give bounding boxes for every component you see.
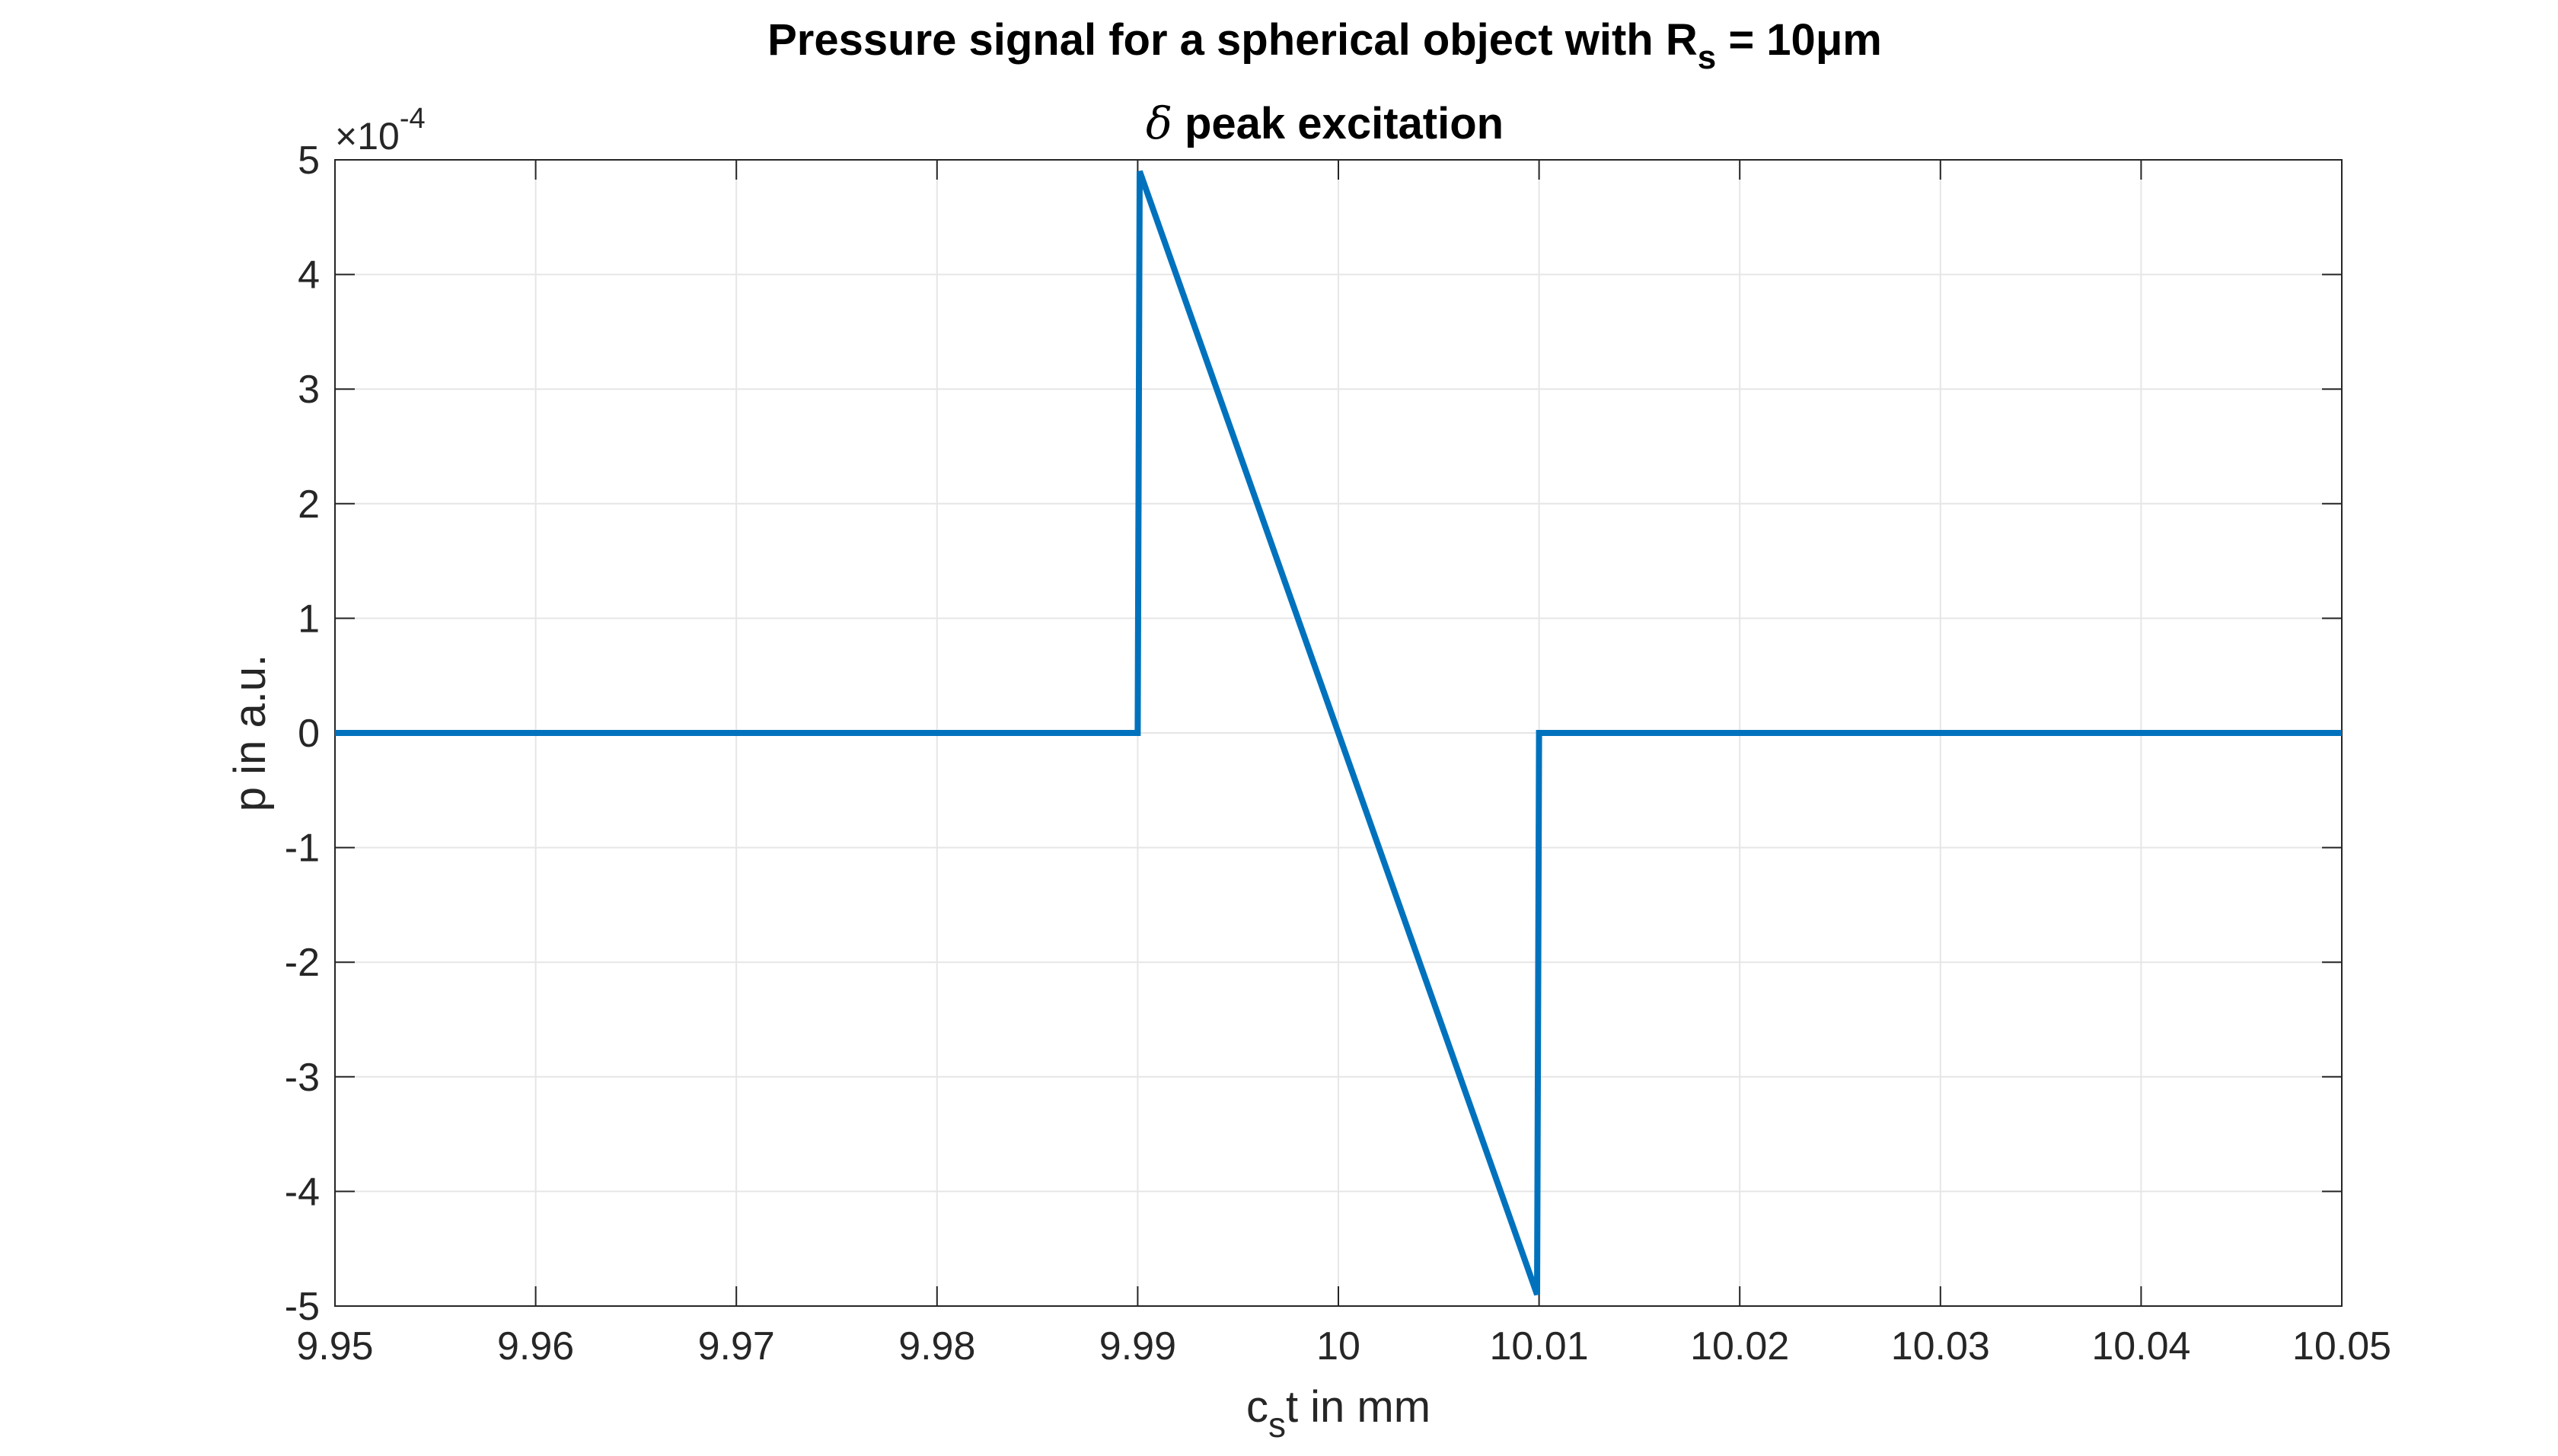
chart-title: Pressure signal for a spherical object w… — [767, 15, 1882, 76]
x-tick-label: 9.98 — [898, 1324, 975, 1368]
y-tick-label: 2 — [298, 483, 320, 527]
chart-subtitle: δ peak excitation — [1146, 97, 1504, 149]
x-tick-label: 9.97 — [698, 1324, 775, 1368]
x-tick-label: 10.04 — [2091, 1324, 2190, 1368]
y-tick-label: -3 — [285, 1056, 320, 1100]
y-axis-exponent: ×10-4 — [335, 103, 426, 158]
y-tick-label: -5 — [285, 1285, 320, 1329]
y-tick-label: 3 — [298, 368, 320, 412]
x-tick-label: 10 — [1316, 1324, 1360, 1368]
x-tick-label: 9.96 — [497, 1324, 574, 1368]
y-tick-label: -4 — [285, 1170, 320, 1214]
x-tick-labels: 9.95 9.96 9.97 9.98 9.99 10 10.01 10.02 10.03 10.… — [296, 1324, 2391, 1368]
x-axis-label: cst in mm — [1246, 1382, 1431, 1445]
y-tick-labels: 5 4 3 2 1 0 -1 -2 -3 -4 -5 — [285, 139, 320, 1329]
x-tick-label: 10.05 — [2292, 1324, 2391, 1368]
x-tick-label: 10.03 — [1891, 1324, 1990, 1368]
series-line-pressure — [335, 170, 2342, 1296]
x-tick-label: 9.99 — [1099, 1324, 1176, 1368]
y-tick-label: 5 — [298, 139, 320, 183]
x-tick-label: 9.95 — [296, 1324, 373, 1368]
y-tick-label: 4 — [298, 253, 320, 298]
y-tick-label: 0 — [298, 712, 320, 756]
y-tick-label: 1 — [298, 597, 320, 641]
y-tick-label: -1 — [285, 827, 320, 871]
y-tick-label: -2 — [285, 941, 320, 985]
x-tick-label: 10.01 — [1490, 1324, 1589, 1368]
y-axis-label: p in a.u. — [225, 655, 275, 811]
x-tick-label: 10.02 — [1690, 1324, 1789, 1368]
